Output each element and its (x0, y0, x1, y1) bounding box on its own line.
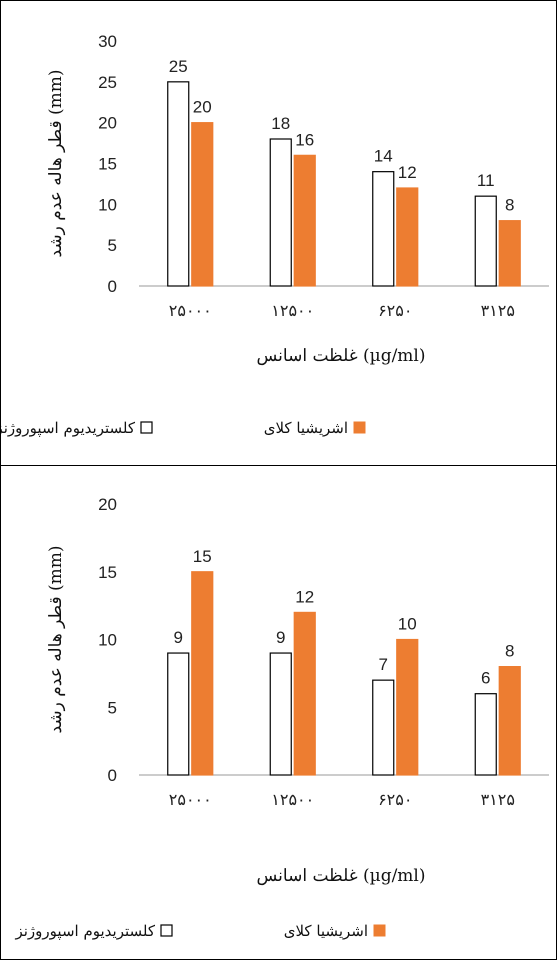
data-label: 12 (398, 163, 417, 182)
bar-ecoli (396, 187, 419, 287)
bar-chart-top: 0 5 10 15 20 25 30 25 20 ۲۵۰۰۰ 18 16 ۱۲۵۰۰ 14 12 ۶۲۵۰ 11… (1, 32, 549, 437)
y-axis-title: قطر هاله عدم رشد (mm) (46, 70, 66, 258)
bar-ecoli (191, 571, 214, 776)
chart-panel-bottom: 0 5 10 15 20 9 15 ۲۵۰۰۰ 9 12 ۱۲۵۰۰ 7 10 ۶۲۵۰ 6 8 ۳۱۲۵ قطر… (0, 465, 557, 960)
legend-label-clostridium: کلستریدیوم اسپوروژنز (14, 922, 155, 940)
legend-swatch-clostridium (140, 421, 153, 434)
bar-ecoli (293, 154, 316, 287)
x-tick-label: ۲۵۰۰۰ (169, 301, 212, 320)
bar-chart-bottom: 0 5 10 15 20 9 15 ۲۵۰۰۰ 9 12 ۱۲۵۰۰ 7 10 ۶۲۵۰ 68 ۳۱۲۵ قطر… (14, 495, 549, 940)
data-label: 6 (481, 669, 490, 688)
bar-ecoli (293, 611, 316, 776)
data-label: 9 (276, 628, 285, 647)
y-tick-label: 20 (98, 114, 117, 133)
x-tick-label: ۱۲۵۰۰ (271, 301, 314, 320)
y-tick-label: 25 (98, 73, 117, 92)
y-tick-label: 15 (98, 155, 117, 174)
bar-clostridium (474, 195, 497, 287)
bar-clostridium (474, 693, 497, 776)
data-label: 20 (193, 98, 212, 117)
bar-clostridium (269, 138, 292, 287)
y-tick-label: 10 (98, 631, 117, 650)
y-axis-title: قطر هاله عدم رشد (mm) (46, 546, 66, 734)
bar-ecoli (191, 122, 214, 287)
y-tick-label: 30 (98, 32, 117, 51)
data-label: 18 (271, 114, 290, 133)
legend-swatch-ecoli (353, 421, 366, 434)
x-tick-label: ۶۲۵۰ (378, 301, 412, 320)
x-tick-label: ۳۱۲۵ (481, 301, 515, 320)
x-axis-title: غلظت اسانس (µg/ml) (256, 866, 425, 886)
data-label: 8 (505, 642, 514, 661)
y-tick-label: 5 (108, 236, 117, 255)
y-tick-label: 5 (108, 698, 117, 717)
legend-label-ecoli: اشریشیا کلای (284, 922, 368, 940)
bar-clostridium (269, 652, 292, 776)
bar-ecoli (396, 638, 419, 776)
legend-swatch-ecoli (373, 924, 386, 937)
legend-swatch-clostridium (160, 924, 173, 937)
x-tick-label: ۱۲۵۰۰ (271, 790, 314, 809)
y-tick-label: 20 (98, 495, 117, 514)
bar-ecoli (498, 666, 521, 776)
x-tick-label: ۳۱۲۵ (481, 790, 515, 809)
bar-clostridium (372, 171, 395, 287)
x-tick-label: ۲۵۰۰۰ (169, 790, 212, 809)
bar-clostridium (167, 81, 190, 287)
bar-clostridium (167, 652, 190, 776)
data-label: 15 (193, 547, 212, 566)
legend-label-clostridium: کلستریدیوم اسپوروژنز (1, 419, 136, 437)
data-label: 12 (295, 587, 314, 606)
chart-panel-top: 0 5 10 15 20 25 30 25 20 ۲۵۰۰۰ 18 16 ۱۲۵۰۰ 14 12 ۶۲۵۰ 11… (0, 0, 557, 466)
bar-clostridium (372, 679, 395, 776)
data-label: 8 (505, 196, 514, 215)
bar-ecoli (498, 220, 521, 287)
data-label: 11 (477, 171, 495, 190)
x-axis-title: غلظت اسانس (µg/ml) (256, 346, 425, 366)
y-tick-label: 15 (98, 563, 117, 582)
data-label: 10 (398, 615, 417, 634)
data-label: 7 (379, 655, 388, 674)
legend-label-ecoli: اشریشیا کلای (264, 419, 348, 437)
data-label: 14 (374, 147, 393, 166)
data-label: 9 (174, 628, 183, 647)
y-tick-label: 10 (98, 195, 117, 214)
y-tick-label: 0 (108, 277, 117, 296)
data-label: 25 (169, 57, 188, 76)
y-tick-label: 0 (108, 766, 117, 785)
x-tick-label: ۶۲۵۰ (378, 790, 412, 809)
data-label: 16 (295, 130, 314, 149)
